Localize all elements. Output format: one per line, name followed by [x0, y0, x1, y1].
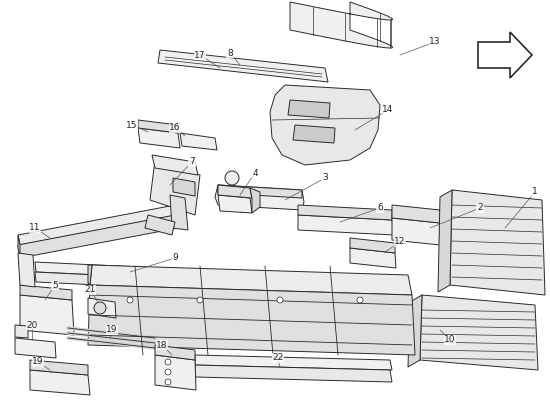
Polygon shape [478, 32, 532, 78]
Polygon shape [15, 325, 28, 338]
Polygon shape [408, 295, 422, 367]
Polygon shape [218, 185, 302, 198]
Polygon shape [392, 205, 440, 223]
Polygon shape [35, 262, 204, 280]
Text: 2: 2 [477, 204, 483, 212]
Polygon shape [218, 195, 252, 213]
Polygon shape [150, 160, 200, 215]
Circle shape [357, 297, 363, 303]
Polygon shape [15, 338, 56, 358]
Polygon shape [392, 218, 440, 245]
Polygon shape [218, 185, 252, 198]
Polygon shape [155, 355, 196, 390]
Text: 16: 16 [169, 124, 181, 132]
Text: 3: 3 [322, 174, 328, 182]
Text: 19: 19 [32, 358, 44, 366]
Text: 13: 13 [429, 38, 441, 46]
Polygon shape [180, 133, 217, 150]
Polygon shape [158, 50, 328, 82]
Text: 1: 1 [532, 188, 538, 196]
Polygon shape [195, 355, 392, 370]
Text: 15: 15 [126, 120, 138, 130]
Text: 8: 8 [227, 48, 233, 58]
Polygon shape [145, 215, 175, 235]
Polygon shape [18, 253, 35, 287]
Polygon shape [90, 265, 412, 295]
Polygon shape [420, 295, 538, 370]
Text: 4: 4 [252, 168, 258, 178]
Polygon shape [270, 85, 380, 165]
Circle shape [277, 297, 283, 303]
Text: 6: 6 [377, 204, 383, 212]
Text: 19: 19 [106, 326, 118, 334]
Polygon shape [152, 155, 198, 175]
Polygon shape [18, 235, 20, 258]
Circle shape [94, 302, 106, 314]
Text: 17: 17 [194, 50, 206, 60]
Circle shape [225, 171, 239, 185]
Text: 10: 10 [444, 336, 456, 344]
Text: 22: 22 [272, 354, 284, 362]
Polygon shape [18, 205, 178, 245]
Polygon shape [175, 205, 185, 228]
Text: 18: 18 [156, 340, 168, 350]
Circle shape [165, 379, 171, 385]
Polygon shape [138, 128, 180, 148]
Polygon shape [298, 205, 392, 220]
Polygon shape [215, 185, 304, 210]
Text: 20: 20 [26, 320, 38, 330]
Polygon shape [173, 178, 195, 196]
Polygon shape [350, 248, 396, 268]
Polygon shape [288, 100, 330, 118]
Circle shape [197, 297, 203, 303]
Text: 21: 21 [84, 286, 96, 294]
Polygon shape [450, 190, 545, 295]
Circle shape [127, 297, 133, 303]
Polygon shape [298, 215, 394, 235]
Polygon shape [250, 188, 260, 213]
Polygon shape [30, 360, 88, 375]
Polygon shape [88, 285, 415, 355]
Polygon shape [438, 190, 452, 292]
Text: 14: 14 [382, 106, 394, 114]
Polygon shape [195, 365, 392, 382]
Text: 11: 11 [29, 224, 41, 232]
Polygon shape [20, 285, 72, 300]
Circle shape [165, 359, 171, 365]
Text: 7: 7 [189, 158, 195, 166]
Circle shape [165, 369, 171, 375]
Polygon shape [350, 238, 395, 253]
Polygon shape [35, 272, 204, 290]
Polygon shape [290, 2, 393, 48]
Polygon shape [170, 195, 188, 230]
Polygon shape [88, 298, 116, 318]
Polygon shape [18, 215, 178, 258]
Polygon shape [30, 370, 90, 395]
Text: 12: 12 [394, 238, 406, 246]
Polygon shape [20, 295, 74, 335]
Polygon shape [293, 125, 335, 143]
Text: 9: 9 [172, 254, 178, 262]
Text: 5: 5 [52, 280, 58, 290]
Polygon shape [88, 265, 92, 285]
Polygon shape [155, 345, 195, 360]
Polygon shape [138, 120, 178, 133]
